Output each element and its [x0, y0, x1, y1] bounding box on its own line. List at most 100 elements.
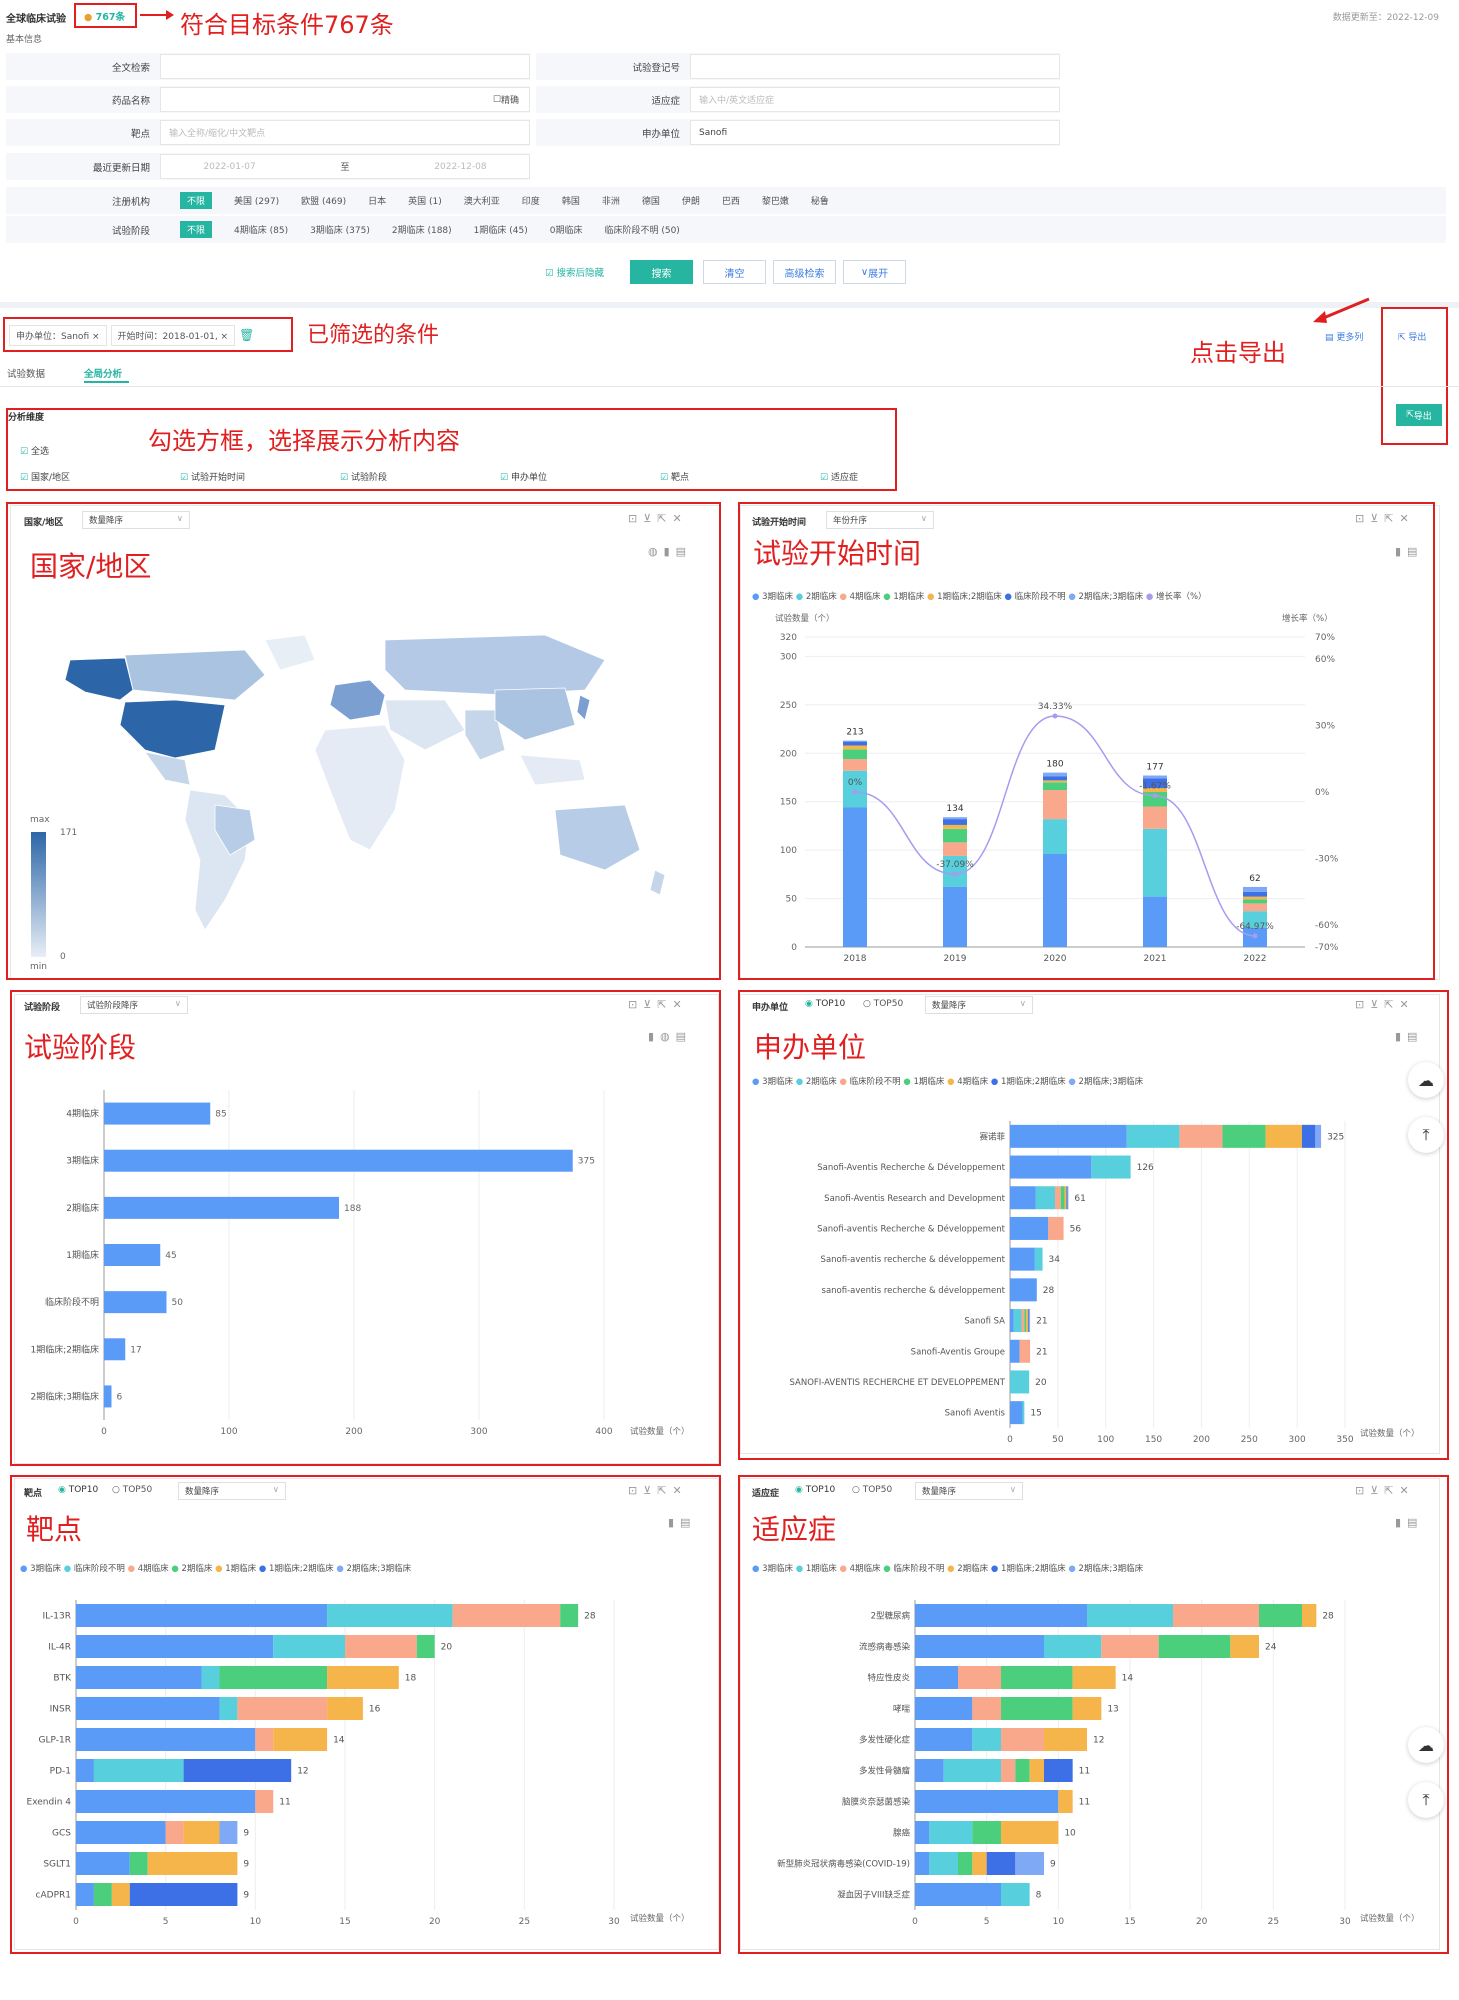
bar-segment[interactable] [1315, 1124, 1322, 1148]
bar-segment[interactable] [345, 1635, 417, 1658]
bar-segment[interactable] [1044, 1728, 1087, 1751]
time-bar-segment[interactable] [1243, 911, 1267, 928]
registry-option[interactable]: 伊朗 [681, 197, 700, 207]
bar-segment[interactable] [76, 1852, 130, 1875]
bar-segment[interactable] [273, 1635, 345, 1658]
phase-option[interactable]: 4期临床 (85) [234, 226, 289, 236]
time-bar-segment[interactable] [1243, 886, 1267, 892]
date-range[interactable]: 2022-01-07 至 2022-12-08 [160, 154, 530, 179]
indication-sort-select[interactable]: 数量降序 ∨ [915, 1482, 1023, 1500]
bar-segment[interactable] [1158, 1635, 1231, 1658]
bar-segment[interactable] [255, 1728, 274, 1751]
bar-segment[interactable] [915, 1697, 973, 1720]
map-country-japan[interactable] [576, 694, 591, 721]
phase-bar[interactable] [104, 1385, 112, 1408]
registry-option[interactable]: 巴西 [721, 197, 740, 207]
map-country-middle-east[interactable] [384, 699, 466, 751]
registry-option[interactable]: 非洲 [601, 197, 620, 207]
dim-checkbox[interactable]: ☑ 国家/地区 [20, 470, 70, 483]
bar-segment[interactable] [1230, 1635, 1259, 1658]
bar-segment[interactable] [1010, 1216, 1049, 1240]
bar-segment[interactable] [183, 1759, 292, 1782]
export-link-top[interactable]: ⇱ 导出 [1398, 333, 1427, 343]
bar-segment[interactable] [1265, 1124, 1302, 1148]
bar-segment[interactable] [76, 1604, 328, 1627]
phase-option[interactable]: 2期临床 (188) [391, 226, 452, 236]
phase-option[interactable]: 0期临床 [549, 226, 583, 236]
advanced-search-button[interactable]: 高级检索 [773, 260, 836, 284]
filter-chip-start-date[interactable]: 开始时间：2018-01-01, × [110, 325, 236, 346]
phase-option[interactable]: 3期临床 (375) [310, 226, 370, 236]
map-country-southeast-asia[interactable] [519, 754, 586, 786]
time-bar-segment[interactable] [1243, 899, 1267, 904]
bar-segment[interactable] [237, 1697, 328, 1720]
sponsor-chart-type-icons[interactable]: ▮▤ [1395, 1030, 1424, 1043]
bar-segment[interactable] [929, 1821, 973, 1844]
bar-segment[interactable] [1034, 1247, 1043, 1271]
bar-segment[interactable] [1054, 1186, 1061, 1210]
bar-segment[interactable] [560, 1604, 579, 1627]
time-bar-segment[interactable] [1143, 778, 1167, 789]
time-bar-segment[interactable] [1143, 896, 1167, 947]
phase-toolbar-icons[interactable]: ⊡⊻⇱✕ [628, 998, 688, 1011]
phase-bar[interactable] [104, 1196, 339, 1219]
bar-segment[interactable] [76, 1697, 220, 1720]
target-top10-radio[interactable]: ◉ TOP10 [58, 1485, 99, 1495]
bar-segment[interactable] [1010, 1370, 1030, 1394]
bar-segment[interactable] [76, 1759, 94, 1782]
target-chart-type-icons[interactable]: ▮▤ [668, 1516, 697, 1529]
tab-trial-data[interactable]: 试验数据 [7, 369, 46, 380]
map-country-africa[interactable] [314, 724, 406, 851]
bar-segment[interactable] [1021, 1309, 1025, 1333]
bar-segment[interactable] [76, 1666, 202, 1689]
phase-sort-select[interactable]: 试验阶段降序 ∨ [80, 996, 188, 1014]
bar-segment[interactable] [1259, 1604, 1302, 1627]
bar-segment[interactable] [1010, 1186, 1036, 1210]
registry-option[interactable]: 英国 (1) [408, 197, 442, 207]
export-button[interactable]: ⇱ 导出 [1396, 404, 1442, 426]
bar-segment[interactable] [327, 1666, 399, 1689]
bar-segment[interactable] [1060, 1186, 1065, 1210]
time-bar-segment[interactable] [1143, 788, 1167, 792]
time-bar-segment[interactable] [1043, 772, 1067, 777]
bar-segment[interactable] [1010, 1309, 1014, 1333]
map-country-europe[interactable] [329, 679, 386, 721]
map-country-china[interactable] [494, 687, 576, 741]
bar-segment[interactable] [129, 1883, 238, 1906]
bar-segment[interactable] [219, 1666, 328, 1689]
bar-segment[interactable] [1019, 1339, 1031, 1363]
exact-checkbox[interactable]: ☐ [492, 94, 501, 105]
indication-input[interactable]: 输入中/英文适应症 [690, 87, 1060, 112]
cloud-download-icon[interactable]: ☁ [1408, 1062, 1444, 1098]
bar-segment[interactable] [1010, 1124, 1127, 1148]
bar-segment[interactable] [129, 1852, 148, 1875]
target-input[interactable]: 输入全称/缩化/中文靶点 [160, 120, 530, 145]
phase-option[interactable]: 临床阶段不明 (50) [604, 226, 680, 236]
bar-segment[interactable] [1029, 1309, 1031, 1333]
map-country-brazil[interactable] [214, 804, 256, 856]
country-toolbar-icons[interactable]: ⊡⊻⇱✕ [628, 512, 688, 525]
target-sort-select[interactable]: 数量降序 ∨ [178, 1482, 286, 1500]
bar-segment[interactable] [76, 1728, 256, 1751]
dim-checkbox[interactable]: ☑ 试验阶段 [340, 470, 387, 483]
bar-segment[interactable] [915, 1635, 1044, 1658]
indication-chart-type-icons[interactable]: ▮▤ [1395, 1516, 1424, 1529]
sponsor-toolbar-icons[interactable]: ⊡⊻⇱✕ [1355, 998, 1415, 1011]
bar-segment[interactable] [915, 1852, 930, 1875]
bar-segment[interactable] [1013, 1309, 1022, 1333]
indication-toolbar-icons[interactable]: ⊡⊻⇱✕ [1355, 1484, 1415, 1497]
bar-segment[interactable] [1048, 1216, 1064, 1240]
registry-all-tag[interactable]: 不限 [180, 192, 213, 209]
phase-bar[interactable] [104, 1102, 211, 1125]
phase-bar[interactable] [104, 1149, 573, 1172]
bar-segment[interactable] [972, 1697, 1001, 1720]
bar-segment[interactable] [76, 1821, 166, 1844]
bar-segment[interactable] [915, 1883, 1001, 1906]
bar-segment[interactable] [915, 1666, 958, 1689]
bar-segment[interactable] [201, 1666, 220, 1689]
country-chart-type-icons[interactable]: ◍▮▤ [648, 545, 693, 558]
phase-bar[interactable] [104, 1244, 161, 1266]
bar-segment[interactable] [915, 1759, 944, 1782]
target-toolbar-icons[interactable]: ⊡⊻⇱✕ [628, 1484, 688, 1497]
fulltext-input[interactable] [160, 54, 530, 79]
